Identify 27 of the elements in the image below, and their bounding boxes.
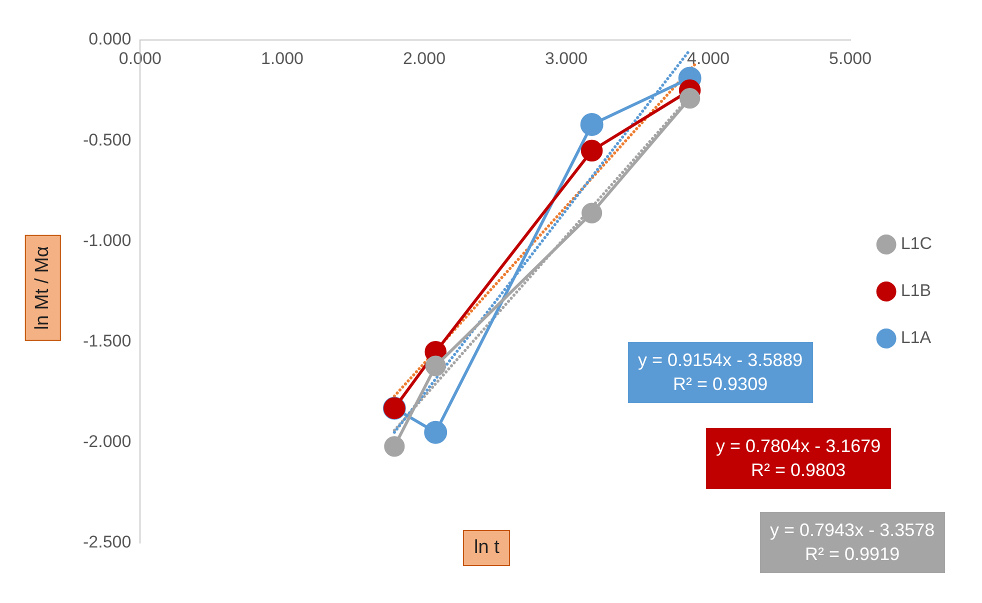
x-tick-label: 0.000 [118, 48, 162, 68]
x-tick-label: 4.000 [687, 48, 730, 68]
x-tick-label: 3.000 [544, 48, 588, 68]
y-tick-label: -1.500 [83, 331, 132, 350]
point [425, 356, 446, 376]
y-tick-label: -0.500 [83, 130, 132, 150]
annotation: y = 0.7943x - 3.3578 R² = 0.9919 [760, 512, 945, 573]
point [384, 436, 405, 457]
x-tick-label: 1.000 [260, 48, 304, 68]
y-axis-title: ln Mt / Mα [24, 235, 61, 341]
point [580, 140, 603, 162]
y-tick-label: 0.000 [88, 30, 132, 49]
x-tick-label: 5.000 [829, 48, 872, 68]
point [582, 202, 602, 224]
y-tick-label: -2.500 [83, 532, 132, 552]
point [424, 420, 448, 444]
x-axis-title: ln t [463, 530, 510, 566]
y-tick-label: -2.000 [83, 432, 132, 452]
legend-label: L1A [900, 328, 932, 348]
point [680, 88, 700, 109]
legend-label: L1C [900, 234, 932, 254]
annotation: y = 0.7804x - 3.1679 R² = 0.9803 [706, 428, 891, 489]
x-tick-label: 2.000 [402, 48, 446, 68]
legend-label: L1B [900, 281, 932, 300]
y-tick-label: -1.000 [83, 230, 132, 250]
annotation: y = 0.9154x - 3.5889 R² = 0.9309 [628, 342, 813, 403]
point [580, 113, 604, 136]
